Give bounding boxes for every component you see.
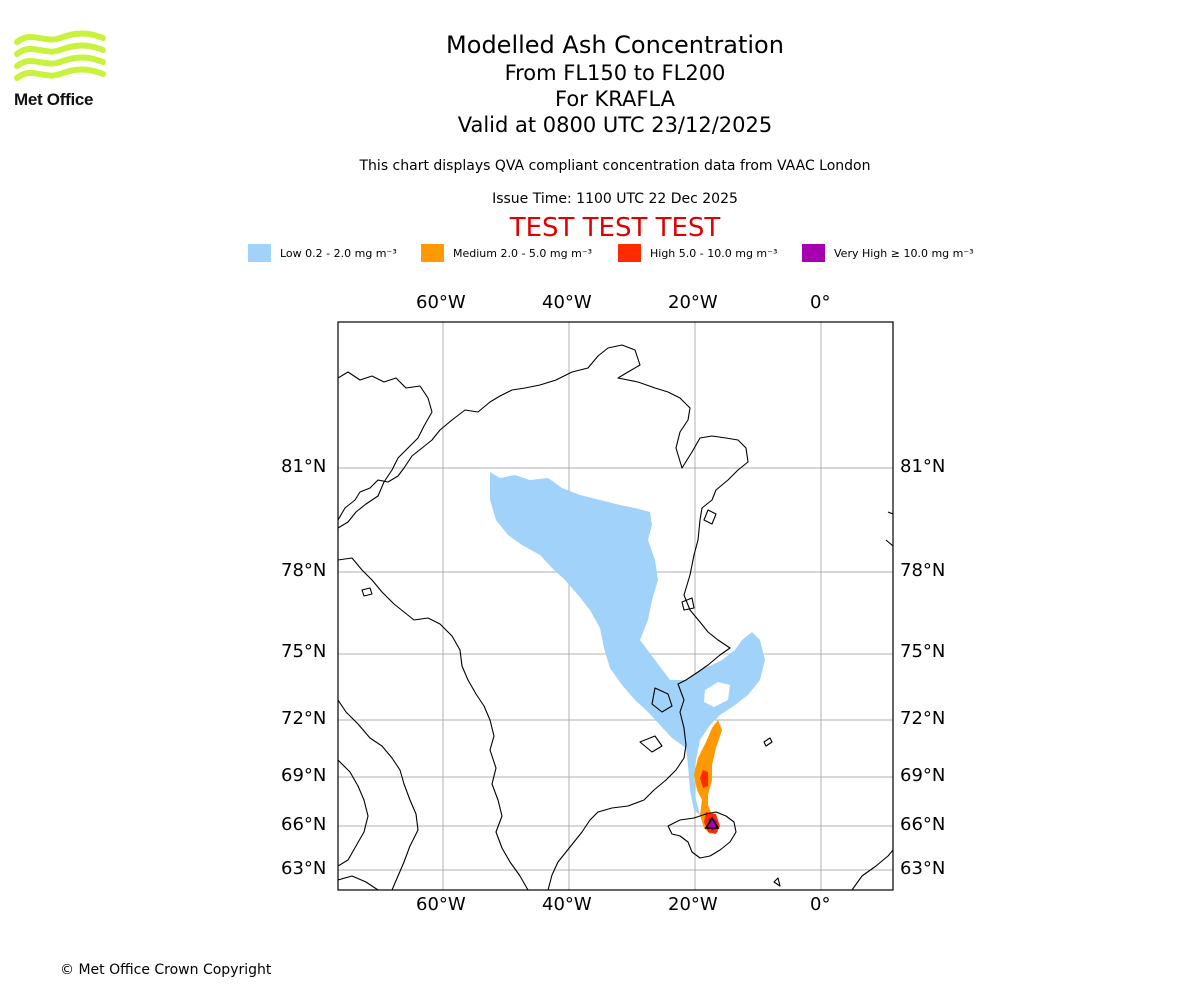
ash-low-region <box>490 472 765 815</box>
legend-label-very-high: Very High ≥ 10.0 mg m⁻³ <box>834 246 974 260</box>
lon-label-bottom-20w: 20°W <box>668 894 718 915</box>
lat-label-left-69n: 69°N <box>281 765 327 786</box>
lat-label-left-72n: 72°N <box>281 708 327 729</box>
lat-label-left-63n: 63°N <box>281 858 327 879</box>
lat-label-left-78n: 78°N <box>281 560 327 581</box>
lon-label-bottom-60w: 60°W <box>416 894 466 915</box>
legend-swatch-medium <box>421 244 444 262</box>
legend-label-low: Low 0.2 - 2.0 mg m⁻³ <box>280 246 397 260</box>
ash-high-region-north <box>700 770 708 788</box>
ash-low-gap <box>704 682 730 707</box>
chart-title: Modelled Ash Concentration <box>446 31 784 59</box>
lon-label-top-60w: 60°W <box>416 292 466 313</box>
met-office-waves-icon <box>14 30 106 81</box>
map-frame <box>337 321 894 891</box>
lon-label-bottom-0: 0° <box>810 894 831 915</box>
legend-label-medium: Medium 2.0 - 5.0 mg m⁻³ <box>453 246 593 260</box>
met-office-logo: Met Office <box>14 30 106 110</box>
valid-time: Valid at 0800 UTC 23/12/2025 <box>457 113 773 137</box>
lat-label-right-72n: 72°N <box>900 708 946 729</box>
coastlines <box>338 344 893 890</box>
graticule <box>338 322 893 890</box>
greenland-coastline <box>338 344 749 890</box>
lat-label-right-78n: 78°N <box>900 560 946 581</box>
legend-item-very-high: Very High ≥ 10.0 mg m⁻³ <box>802 244 974 262</box>
lat-label-right-69n: 69°N <box>900 765 946 786</box>
legend-item-high: High 5.0 - 10.0 mg m⁻³ <box>618 244 777 262</box>
legend-item-medium: Medium 2.0 - 5.0 mg m⁻³ <box>421 244 592 262</box>
lat-label-right-75n: 75°N <box>900 641 946 662</box>
issue-time: Issue Time: 1100 UTC 22 Dec 2025 <box>492 191 738 207</box>
legend-label-high: High 5.0 - 10.0 mg m⁻³ <box>650 246 778 260</box>
legend-swatch-high <box>618 244 641 262</box>
lon-label-top-20w: 20°W <box>668 292 718 313</box>
lat-label-left-81n: 81°N <box>281 456 327 477</box>
iceland-coastline <box>667 811 737 859</box>
compliance-note: This chart displays QVA compliant concen… <box>359 158 871 174</box>
lat-label-right-81n: 81°N <box>900 456 946 477</box>
lat-label-right-63n: 63°N <box>900 858 946 879</box>
copyright: © Met Office Crown Copyright <box>60 962 272 978</box>
lat-label-right-66n: 66°N <box>900 814 946 835</box>
canada-coastline <box>338 371 433 529</box>
flight-level-range: From FL150 to FL200 <box>504 61 726 85</box>
legend-swatch-very-high <box>802 244 825 262</box>
lon-label-top-40w: 40°W <box>542 292 592 313</box>
lon-label-top-0: 0° <box>810 292 831 313</box>
lat-label-left-66n: 66°N <box>281 814 327 835</box>
lat-label-left-75n: 75°N <box>281 641 327 662</box>
legend-swatch-low <box>248 244 271 262</box>
chart-titles: Modelled Ash Concentration From FL150 to… <box>400 30 830 138</box>
legend-item-low: Low 0.2 - 2.0 mg m⁻³ <box>248 244 397 262</box>
test-banner: TEST TEST TEST <box>509 213 721 243</box>
volcano-name: For KRAFLA <box>555 87 675 111</box>
volcano-triangle-icon <box>704 816 720 829</box>
logo-text: Met Office <box>14 90 94 109</box>
lon-label-bottom-40w: 40°W <box>542 894 592 915</box>
